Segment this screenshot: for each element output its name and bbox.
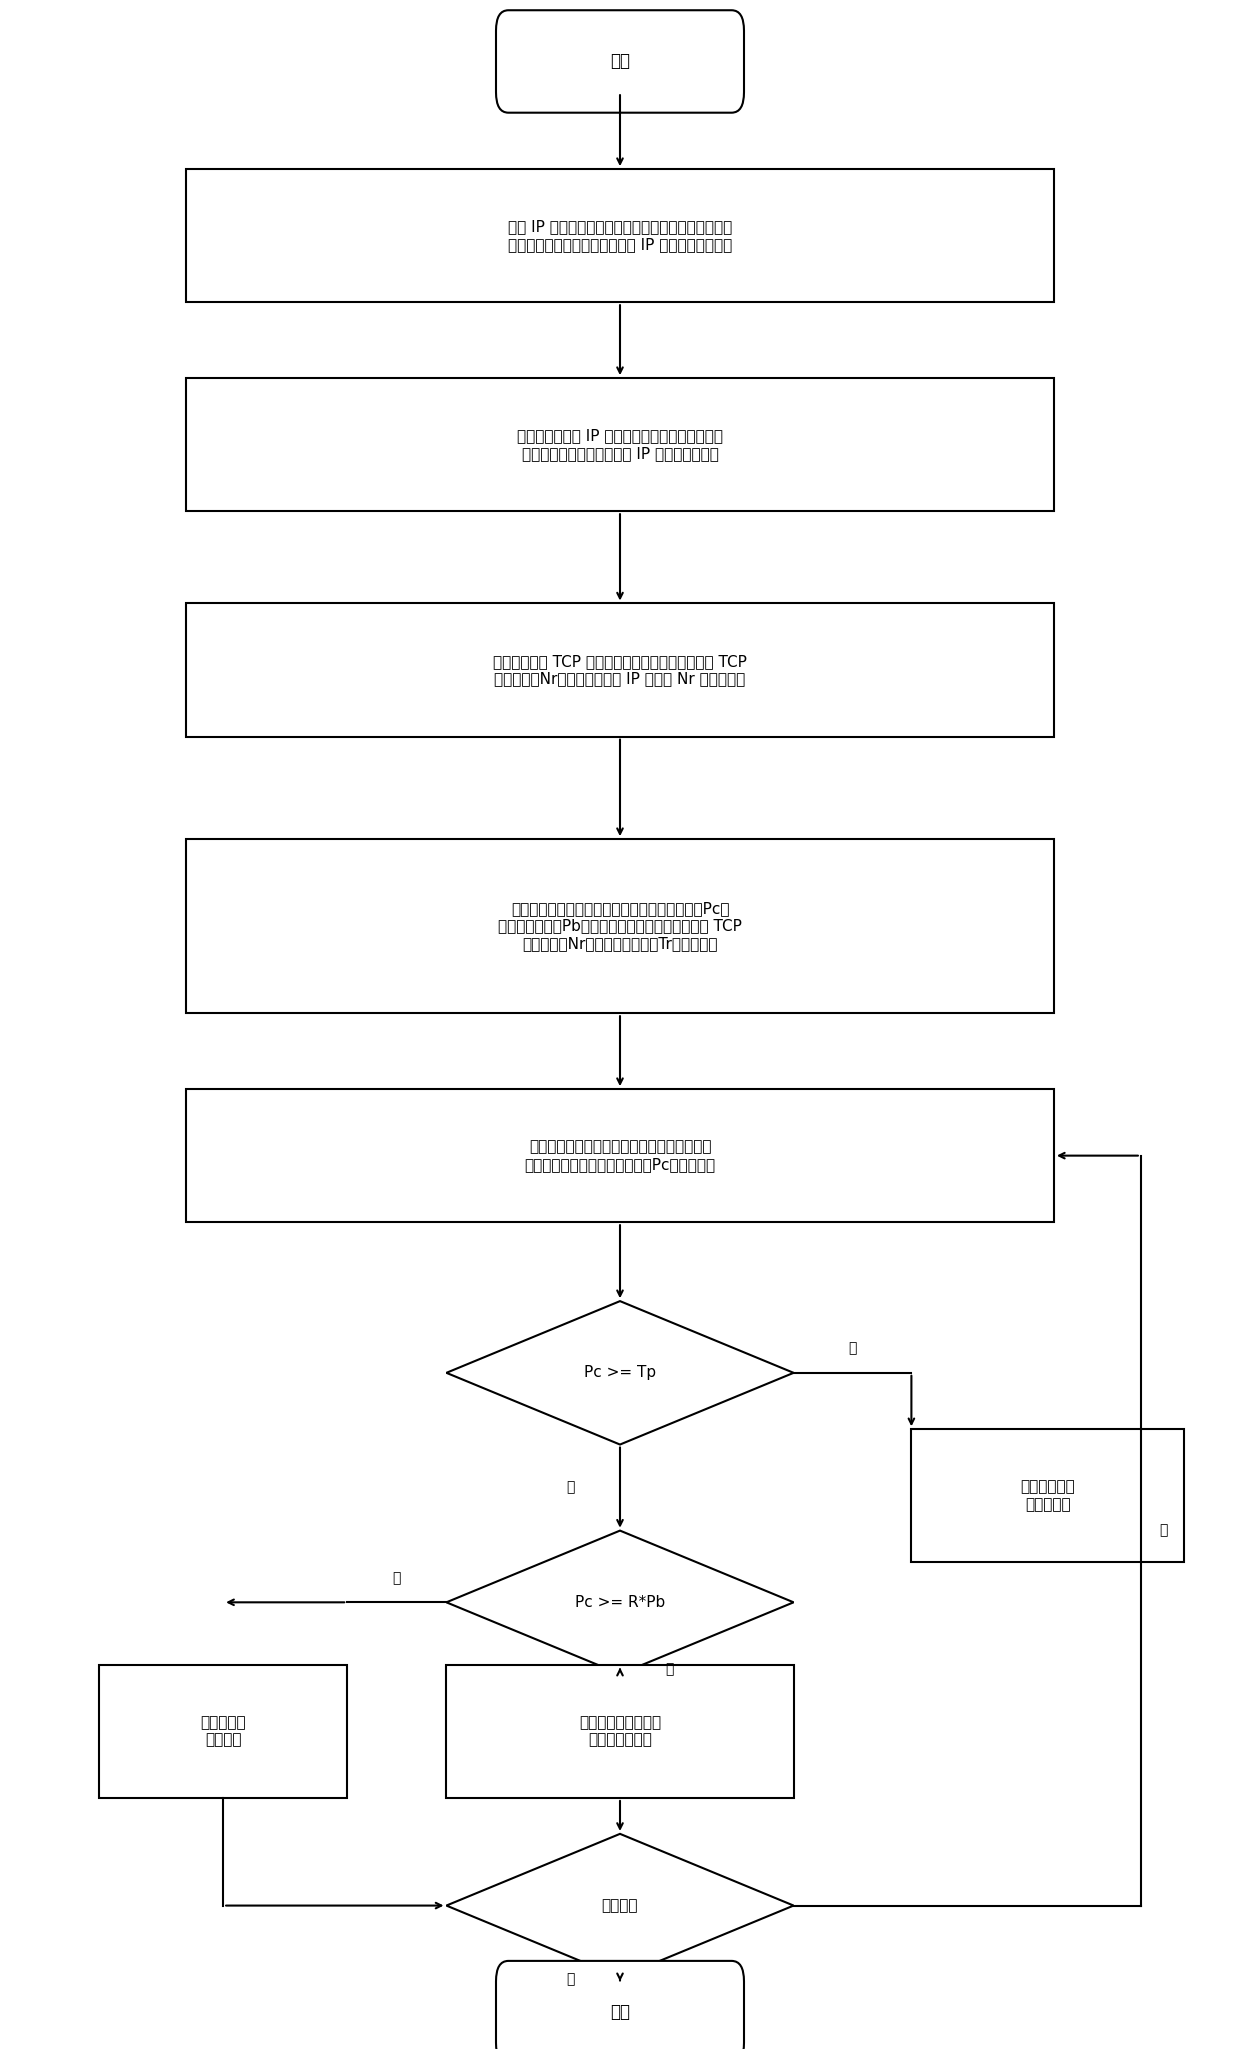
Text: 对每个终端的 TCP 数据流进行跟踪，统计各终端的 TCP
重复包率（Nr），并记录终端 IP 地址同 Nr 的对应关系: 对每个终端的 TCP 数据流进行跟踪，统计各终端的 TCP 重复包率（Nr），并…: [494, 654, 746, 686]
Bar: [186, 604, 1054, 738]
Text: 是: 是: [567, 1973, 574, 1985]
Text: 根据网络的拓扑结构，自上而下地遍历检测各
网络节点的当前问题终端占比（Pc）是否超标: 根据网络的拓扑结构，自上而下地遍历检测各 网络节点的当前问题终端占比（Pc）是否…: [525, 1139, 715, 1172]
Bar: [911, 1430, 1184, 1563]
Bar: [446, 1664, 794, 1799]
Text: 计算各网络节点所属问题终端的占比的当前值（Pc）
和历史基准值（Pb）。【注】所谓问题终端是指其 TCP
重复包率（Nr）大于设定门限（Tr）的终端。: 计算各网络节点所属问题终端的占比的当前值（Pc） 和历史基准值（Pb）。【注】所…: [498, 902, 742, 951]
FancyBboxPatch shape: [496, 1961, 744, 2049]
Bar: [186, 840, 1054, 1014]
FancyBboxPatch shape: [496, 10, 744, 113]
Text: 否: 否: [567, 1481, 574, 1494]
Text: 该网络节点
运行正常: 该网络节点 运行正常: [201, 1715, 246, 1748]
Text: 遍历结束: 遍历结束: [601, 1897, 639, 1914]
Bar: [186, 1090, 1054, 1223]
Text: 是: 是: [666, 1662, 673, 1676]
Text: 该网络节点存
在性能故障: 该网络节点存 在性能故障: [1021, 1479, 1075, 1512]
Polygon shape: [446, 1301, 794, 1445]
Text: Pc >= Tp: Pc >= Tp: [584, 1365, 656, 1381]
Text: 是: 是: [848, 1342, 857, 1354]
Text: Pc >= R*Pb: Pc >= R*Pb: [575, 1594, 665, 1611]
Text: 否: 否: [1159, 1524, 1168, 1537]
Bar: [99, 1664, 347, 1799]
Polygon shape: [446, 1531, 794, 1674]
Text: 开始: 开始: [610, 53, 630, 70]
Text: 该网络节点的下游节
点存在性能故障: 该网络节点的下游节 点存在性能故障: [579, 1715, 661, 1748]
Text: 否: 否: [393, 1572, 401, 1584]
Text: 结束: 结束: [610, 2004, 630, 2020]
Polygon shape: [446, 1834, 794, 1977]
Text: 通过采集设备在 IP 城域网核心层的业务平台出口
对所有终端访问业务平台的 IP 数据包进行捕获: 通过采集设备在 IP 城域网核心层的业务平台出口 对所有终端访问业务平台的 IP…: [517, 428, 723, 461]
Bar: [186, 170, 1054, 303]
Bar: [186, 377, 1054, 512]
Text: 建立 IP 城域网拓扑结构，包括网络节点之间的层级关
系以及各网络节点和其所属终端 IP 地址池的对应关系: 建立 IP 城域网拓扑结构，包括网络节点之间的层级关 系以及各网络节点和其所属终…: [508, 219, 732, 252]
